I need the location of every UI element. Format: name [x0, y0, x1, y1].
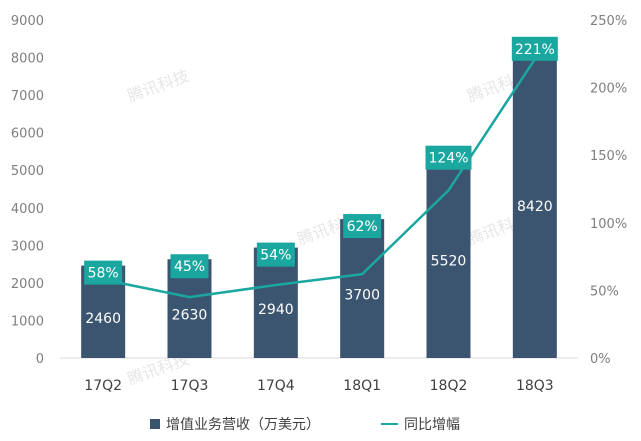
- legend: 增值业务营收（万美元） 同比增幅: [150, 417, 460, 433]
- left-tick-label: 0: [36, 352, 44, 367]
- bar-18Q2: [426, 150, 471, 358]
- percent-label-box: [256, 242, 295, 267]
- category-labels: 17Q2 17Q3 17Q4 18Q1 18Q2 18Q3: [84, 378, 553, 394]
- right-axis: 0% 50% 100% 150% 200% 250%: [590, 14, 627, 367]
- legend-line-label: 同比增幅: [404, 417, 460, 433]
- bar-value-label: 2630: [172, 308, 208, 324]
- percent-label-box: [511, 36, 558, 61]
- percent-label-box: [84, 260, 123, 285]
- left-tick-label: 3000: [11, 239, 44, 254]
- bar-labels: 2460 2630 2940 3700 5520 8420: [85, 199, 552, 327]
- left-tick-label: 4000: [11, 202, 44, 217]
- bar-18Q1: [340, 219, 385, 358]
- left-axis: 0 1000 2000 3000 4000 5000 6000 7000 8000 9000: [11, 14, 44, 367]
- category-label: 17Q3: [171, 378, 209, 394]
- percent-label: 54%: [260, 248, 291, 264]
- watermark-text: 腾讯科技: [125, 66, 192, 106]
- percent-label-box: [425, 145, 472, 170]
- right-tick-label: 150%: [590, 149, 627, 164]
- bar-value-label: 5520: [431, 253, 467, 269]
- left-tick-label: 7000: [11, 89, 44, 104]
- left-tick-label: 1000: [11, 314, 44, 329]
- left-tick-label: 8000: [11, 52, 44, 67]
- percent-label-box: [343, 214, 382, 239]
- left-tick-label: 6000: [11, 127, 44, 142]
- legend-bar-swatch: [150, 419, 160, 429]
- category-label: 18Q3: [516, 378, 554, 394]
- right-tick-label: 250%: [590, 14, 627, 29]
- right-tick-label: 50%: [590, 284, 619, 299]
- right-tick-label: 200%: [590, 82, 627, 97]
- left-tick-label: 5000: [11, 164, 44, 179]
- percent-label: 62%: [347, 219, 378, 235]
- legend-bar-label: 增值业务营收（万美元）: [166, 417, 320, 433]
- bar-value-label: 2940: [258, 302, 294, 318]
- left-tick-label: 9000: [11, 14, 44, 29]
- percent-label: 221%: [515, 42, 555, 58]
- bar-value-label: 2460: [85, 311, 121, 327]
- bars: [81, 41, 557, 358]
- percent-label: 124%: [428, 151, 468, 167]
- percent-label: 45%: [174, 259, 205, 275]
- left-tick-label: 2000: [11, 277, 44, 292]
- category-label: 18Q1: [343, 378, 381, 394]
- right-tick-label: 0%: [590, 352, 611, 367]
- percent-label-box: [170, 254, 209, 279]
- category-label: 17Q4: [257, 378, 295, 394]
- right-tick-label: 100%: [590, 217, 627, 232]
- percent-labels: 58% 45% 54% 62% 124% 221%: [84, 36, 558, 285]
- bar-18Q3: [512, 41, 557, 358]
- percent-label: 58%: [88, 266, 119, 282]
- bar-value-label: 8420: [517, 199, 553, 215]
- category-label: 18Q2: [430, 378, 468, 394]
- category-label: 17Q2: [84, 378, 122, 394]
- bar-value-label: 3700: [344, 288, 380, 304]
